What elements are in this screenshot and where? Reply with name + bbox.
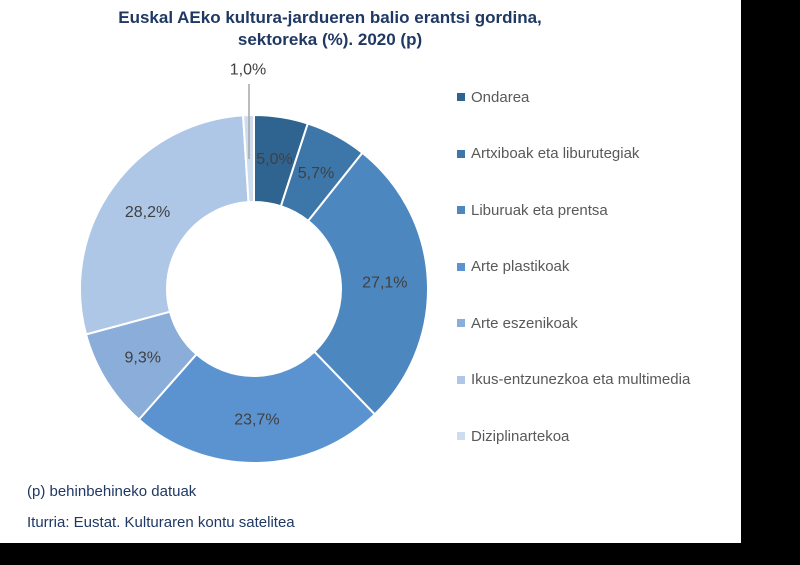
legend-item-3: Arte plastikoak xyxy=(457,257,737,277)
legend-item-6: Diziplinartekoa xyxy=(457,426,737,446)
chart-title-line2: sektoreka (%). 2020 (p) xyxy=(237,30,423,49)
donut-segment-5 xyxy=(79,114,250,336)
legend-label: Liburuak eta prentsa xyxy=(471,201,608,219)
legend-swatch-icon xyxy=(457,149,465,158)
data-label-4: 9,3% xyxy=(125,350,161,367)
data-label-2: 27,1% xyxy=(362,274,407,291)
legend-label: Artxiboak eta liburutegiak xyxy=(471,145,640,162)
legend-swatch-icon xyxy=(457,93,465,101)
data-label-6: 1,0% xyxy=(230,62,266,79)
source-note: Iturria: Eustat. Kulturaren kontu sateli… xyxy=(27,514,295,531)
legend-label: Ikus-entzunezkoa eta multimedia xyxy=(471,371,691,388)
data-label-3: 23,7% xyxy=(234,411,279,428)
legend-item-5: Ikus-entzunezkoa eta multimedia xyxy=(457,370,737,390)
legend-swatch-icon xyxy=(457,375,465,384)
data-label-0: 5,0% xyxy=(256,151,292,168)
legend-swatch-icon xyxy=(457,319,465,327)
legend-label: Ondarea xyxy=(471,88,530,106)
legend-item-0: Ondarea xyxy=(457,87,737,107)
legend-label: Arte plastikoak xyxy=(471,258,570,275)
donut-chart: 5,0% 5,7% 27,1% 23,7% 9,3% 28,2% 1,0% xyxy=(79,62,429,464)
legend-label: Diziplinartekoa xyxy=(471,427,570,445)
chart-title-line1: Euskal AEko kultura-jardueren balio eran… xyxy=(118,8,542,27)
footnote: (p) behinbehineko datuak xyxy=(27,483,197,500)
legend: Ondarea Artxiboak eta liburutegiak Liburua… xyxy=(457,87,737,483)
legend-swatch-icon xyxy=(457,432,465,440)
data-label-5: 28,2% xyxy=(125,204,170,221)
legend-item-2: Liburuak eta prentsa xyxy=(457,200,737,220)
data-label-1: 5,7% xyxy=(298,165,334,182)
chart-canvas: Euskal AEko kultura-jardueren balio eran… xyxy=(0,0,741,543)
legend-item-1: Artxiboak eta liburutegiak xyxy=(457,144,737,164)
donut-segment-2 xyxy=(307,151,429,416)
legend-label: Arte eszenikoak xyxy=(471,314,578,332)
legend-item-4: Arte eszenikoak xyxy=(457,313,737,333)
legend-swatch-icon xyxy=(457,262,465,271)
legend-swatch-icon xyxy=(457,206,465,214)
chart-title: Euskal AEko kultura-jardueren balio eran… xyxy=(0,7,660,51)
donut-segment-3 xyxy=(137,350,376,464)
